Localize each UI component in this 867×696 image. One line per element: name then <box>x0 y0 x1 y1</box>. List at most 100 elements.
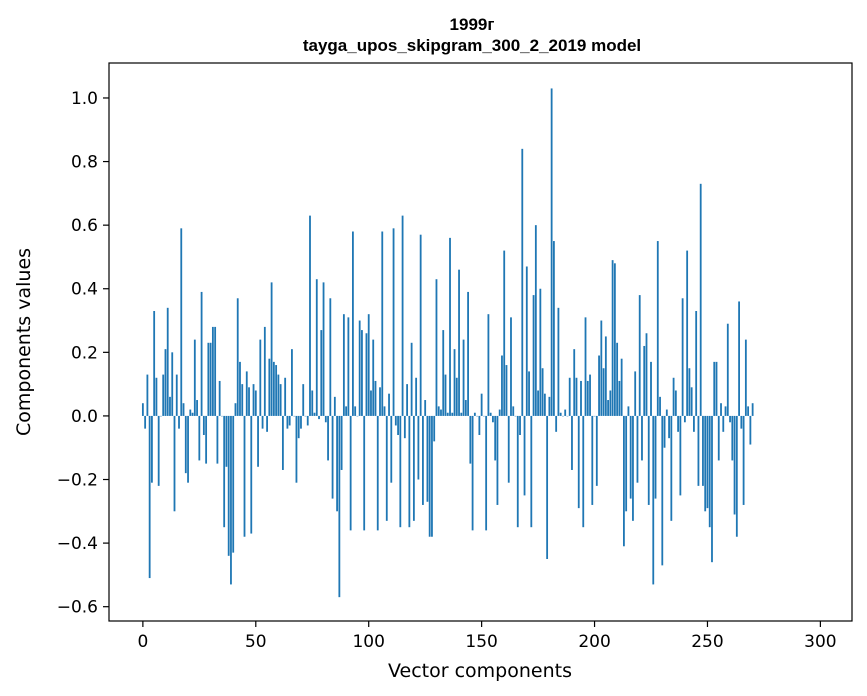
bar <box>731 415 734 461</box>
bar <box>259 339 262 416</box>
bar <box>681 298 684 416</box>
bar <box>279 384 282 416</box>
bar <box>336 415 338 512</box>
bar <box>677 415 680 432</box>
bar <box>419 234 422 416</box>
bar <box>214 326 217 416</box>
bar <box>223 415 226 528</box>
bar <box>550 88 553 416</box>
bar <box>417 415 420 480</box>
bar <box>175 374 178 416</box>
y-tick-label: 0.0 <box>71 407 98 427</box>
bar <box>169 396 171 416</box>
bar <box>216 415 219 464</box>
bar <box>688 368 691 416</box>
bar <box>406 384 409 416</box>
bar <box>164 349 167 416</box>
bar <box>254 390 257 416</box>
bar <box>471 415 474 531</box>
bar <box>738 301 740 416</box>
bar <box>744 339 747 416</box>
bar <box>697 415 700 486</box>
bar <box>155 377 158 416</box>
bar <box>552 241 555 416</box>
y-tick-label: 1.0 <box>71 89 98 109</box>
bar <box>202 415 205 435</box>
bar <box>211 326 214 416</box>
bar <box>647 415 650 505</box>
bar <box>306 415 309 426</box>
bar <box>749 415 752 445</box>
bar <box>263 326 266 416</box>
bar <box>297 415 300 439</box>
bar <box>591 415 594 505</box>
bar <box>354 406 357 416</box>
bar <box>679 415 682 496</box>
bar <box>724 406 727 416</box>
bar <box>189 409 192 416</box>
bar <box>266 415 268 432</box>
bar <box>171 352 174 416</box>
bar <box>717 415 720 461</box>
bar <box>275 365 278 416</box>
bar <box>534 225 537 416</box>
bar <box>661 415 664 566</box>
y-tick-label: 0.8 <box>71 153 98 173</box>
bar <box>543 393 546 416</box>
bars-group <box>141 88 754 598</box>
bar <box>492 415 494 423</box>
bar <box>340 415 343 470</box>
bar <box>512 406 515 416</box>
bar <box>248 387 250 416</box>
bar <box>740 415 743 429</box>
bar <box>632 415 634 521</box>
plot-frame <box>108 62 853 622</box>
bar <box>182 403 185 416</box>
bar <box>672 377 675 416</box>
x-tick-label: 250 <box>691 632 723 652</box>
bar <box>361 330 363 416</box>
bar <box>589 374 591 416</box>
bar <box>196 400 198 416</box>
x-tick-label: 200 <box>578 632 610 652</box>
bar <box>618 380 621 416</box>
bar <box>568 377 571 416</box>
bar <box>557 307 560 416</box>
bar <box>713 361 716 416</box>
bar <box>478 415 481 435</box>
bar <box>370 390 372 416</box>
x-tick-label: 0 <box>137 632 148 652</box>
bar <box>284 377 287 416</box>
bar <box>392 228 395 416</box>
bar <box>715 361 718 416</box>
y-axis-label: Components values <box>13 248 35 436</box>
bar <box>600 320 603 416</box>
bar <box>494 415 497 461</box>
bar <box>193 339 196 416</box>
bar <box>611 260 614 416</box>
bar <box>268 358 271 416</box>
bar <box>309 215 311 416</box>
bar <box>607 400 609 416</box>
bar <box>742 415 745 505</box>
bar <box>564 409 567 416</box>
bar <box>720 403 722 416</box>
bar <box>225 415 228 467</box>
bar <box>530 415 533 528</box>
bar <box>464 400 467 416</box>
bar <box>397 415 399 435</box>
bar <box>270 282 273 416</box>
bar <box>505 365 508 416</box>
bar <box>146 374 149 416</box>
bar <box>338 415 341 598</box>
bar <box>187 415 189 483</box>
bar <box>209 342 212 416</box>
y-tick-label: 0.2 <box>71 343 98 363</box>
bar <box>245 371 248 416</box>
bar <box>627 406 630 416</box>
bar <box>458 269 460 416</box>
bar <box>559 412 562 416</box>
bar <box>451 412 454 416</box>
bar <box>250 415 253 534</box>
bar <box>453 349 456 416</box>
